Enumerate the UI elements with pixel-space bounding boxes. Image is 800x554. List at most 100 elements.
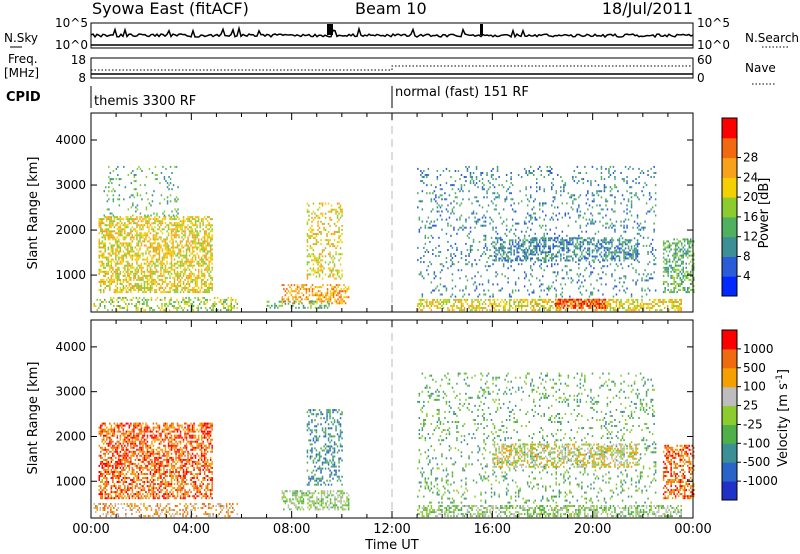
power-cell: [575, 220, 577, 223]
power-cell: [618, 305, 621, 307]
power-cell: [151, 242, 153, 245]
power-cell: [614, 309, 616, 312]
power-cell: [563, 188, 565, 191]
power-cell: [337, 284, 339, 287]
power-cell: [572, 200, 574, 203]
power-cell: [487, 279, 490, 282]
power-cell: [539, 303, 541, 305]
power-cell: [570, 194, 573, 197]
power-cell: [593, 243, 595, 246]
power-cell: [338, 202, 340, 205]
power-cell: [110, 216, 113, 219]
power-cell: [154, 226, 156, 229]
power-cell: [421, 172, 424, 174]
power-cell: [609, 305, 612, 307]
power-cell: [679, 303, 681, 305]
power-cell: [618, 257, 621, 260]
power-cell: [667, 272, 669, 275]
power-cell: [448, 194, 451, 197]
power-cell: [591, 303, 594, 305]
power-cell: [426, 305, 428, 307]
power-cell: [116, 268, 119, 271]
power-cell: [176, 228, 179, 231]
power-cell: [155, 258, 158, 261]
power-cell: [339, 257, 342, 260]
power-cell: [196, 224, 198, 227]
power-cell: [626, 180, 628, 183]
power-cell: [588, 249, 591, 252]
power-cell: [620, 305, 622, 307]
power-cell: [587, 192, 589, 195]
power-cell: [487, 289, 490, 292]
power-cell: [600, 167, 603, 170]
power-cell: [608, 241, 610, 244]
power-cell: [523, 305, 526, 307]
power-cell: [137, 234, 140, 237]
cpid-segment-1: themis 3300 RF: [94, 94, 196, 109]
power-cell: [679, 307, 681, 309]
power-cell: [611, 273, 613, 276]
power-cell: [462, 224, 464, 227]
power-cell: [341, 212, 343, 215]
power-cell: [439, 293, 442, 296]
power-cell: [206, 252, 209, 255]
power-cell: [125, 248, 128, 251]
power-cell: [173, 289, 176, 291]
power-cell: [107, 309, 109, 312]
power-cell: [654, 303, 657, 305]
power-cell: [306, 273, 309, 276]
power-cell: [438, 301, 440, 303]
power-cell: [606, 305, 609, 307]
power-cell: [116, 262, 119, 265]
power-cell: [530, 251, 532, 254]
power-cell: [335, 210, 337, 213]
power-cell: [567, 251, 570, 253]
power-cell: [164, 298, 166, 301]
power-cell: [163, 198, 166, 201]
power-cell: [644, 303, 646, 305]
power-cell: [677, 289, 680, 291]
power-cell: [668, 260, 671, 263]
power-cell: [427, 174, 430, 176]
power-cell: [519, 305, 521, 307]
power-cell: [603, 239, 606, 242]
power-cell: [676, 244, 678, 247]
power-cell: [593, 259, 595, 262]
power-cell: [424, 224, 427, 227]
power-cell: [320, 300, 323, 303]
power-cell: [630, 293, 633, 296]
power-cell: [188, 248, 191, 251]
power-cell: [513, 232, 515, 235]
power-cell: [175, 230, 177, 233]
power-cell: [119, 234, 122, 237]
power-cell: [166, 256, 168, 259]
power-cell: [626, 224, 628, 227]
power-cell: [163, 214, 166, 217]
power-cell: [605, 186, 607, 189]
power-cell: [320, 231, 322, 233]
power-cell: [533, 241, 535, 244]
power-cell: [235, 298, 237, 301]
power-cell: [528, 172, 530, 174]
power-cell: [590, 241, 592, 244]
power-cell: [193, 238, 195, 241]
power-cell: [194, 218, 197, 221]
power-cell: [584, 212, 586, 215]
power-cell: [579, 210, 582, 213]
power-cell: [209, 236, 212, 239]
power-cell: [606, 200, 609, 203]
power-cell: [609, 303, 612, 305]
power-cell: [611, 188, 613, 191]
power-cell: [560, 255, 562, 257]
power-cell: [312, 263, 315, 266]
power-cell: [441, 301, 443, 303]
power-cell: [145, 238, 147, 241]
power-cell: [184, 256, 186, 259]
power-cell: [202, 248, 204, 251]
power-cell: [109, 238, 111, 241]
power-cell: [224, 307, 226, 309]
power-cell: [190, 252, 192, 255]
power-cell: [615, 285, 618, 288]
power-cell: [109, 216, 111, 219]
power-cell: [132, 204, 134, 207]
